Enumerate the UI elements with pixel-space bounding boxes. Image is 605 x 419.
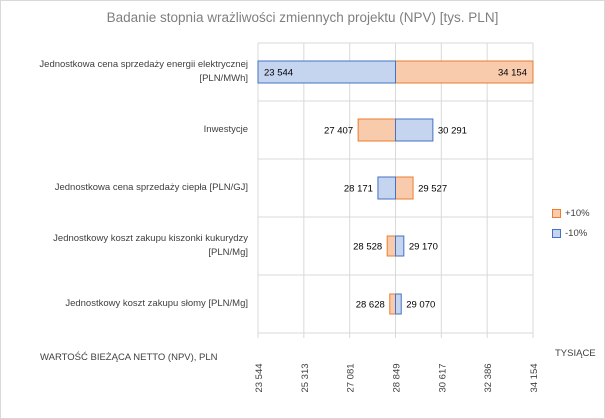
category-label-line: Jednostkowy koszt zakupu słomy [PLN/Mg] [65,298,248,309]
category-label-line: [PLN/MWh] [199,73,248,84]
x-tick-label: 23 544 [254,363,265,392]
legend-label-plus: +10% [565,208,590,219]
bar-plus10 [357,118,396,142]
legend-swatch-minus [552,229,561,238]
data-label: 28 528 [353,242,382,253]
bar-minus10 [395,118,434,142]
bar-plus10 [395,176,414,200]
x-tick-label: 25 313 [300,363,311,392]
data-label: 28 628 [356,300,385,311]
x-tick-label: 27 081 [346,363,357,392]
category-label: Jednostkowy koszt zakupu słomy [PLN/Mg] [4,297,248,311]
legend-item-minus: -10% [552,228,587,239]
category-label-line: Inwestycje [203,124,248,135]
data-label: 29 170 [409,242,438,253]
data-label: 29 527 [418,184,447,195]
x-tick-label: 34 154 [529,363,540,392]
data-label: 28 171 [344,184,373,195]
category-label-line: Jednostkowy koszt zakupu kiszonki kukury… [53,233,248,244]
x-tick-label: 30 617 [437,363,448,392]
x-axis-title: WARTOŚĆ BIEŻĄCA NETTO (NPV), PLN [40,352,218,363]
x-tick-label: 32 386 [483,363,494,392]
bar-minus10 [257,60,396,84]
category-label: Jednostkowa cena sprzedaży energii elekt… [4,58,248,86]
bar-minus10 [377,176,396,200]
category-label: Inwestycje [4,123,248,137]
chart-title: Badanie stopnia wrażliwości zmiennych pr… [106,10,499,25]
data-label: 23 544 [264,68,293,79]
legend-swatch-plus [552,209,561,218]
bar-plus10 [389,293,396,315]
data-label: 30 291 [438,126,467,137]
data-label: 29 070 [406,300,435,311]
bar-plus10 [386,235,397,257]
x-axis-unit: TYSIĄCE [555,348,596,359]
legend-label-minus: -10% [565,228,588,239]
category-label: Jednostkowa cena sprzedaży ciepła [PLN/G… [4,181,248,195]
data-label: 34 154 [498,68,527,79]
category-label: Jednostkowy koszt zakupu kiszonki kukury… [4,232,248,260]
category-label-line: Jednostkowa cena sprzedaży ciepła [PLN/G… [54,182,248,193]
category-label-line: Jednostkowa cena sprzedaży energii elekt… [39,59,248,70]
legend-item-plus: +10% [552,208,590,219]
x-tick-label: 28 849 [392,363,403,392]
category-label-line: [PLN/Mg] [208,247,248,258]
bar-minus10 [395,235,405,257]
data-label: 27 407 [324,126,353,137]
bar-minus10 [395,293,402,315]
